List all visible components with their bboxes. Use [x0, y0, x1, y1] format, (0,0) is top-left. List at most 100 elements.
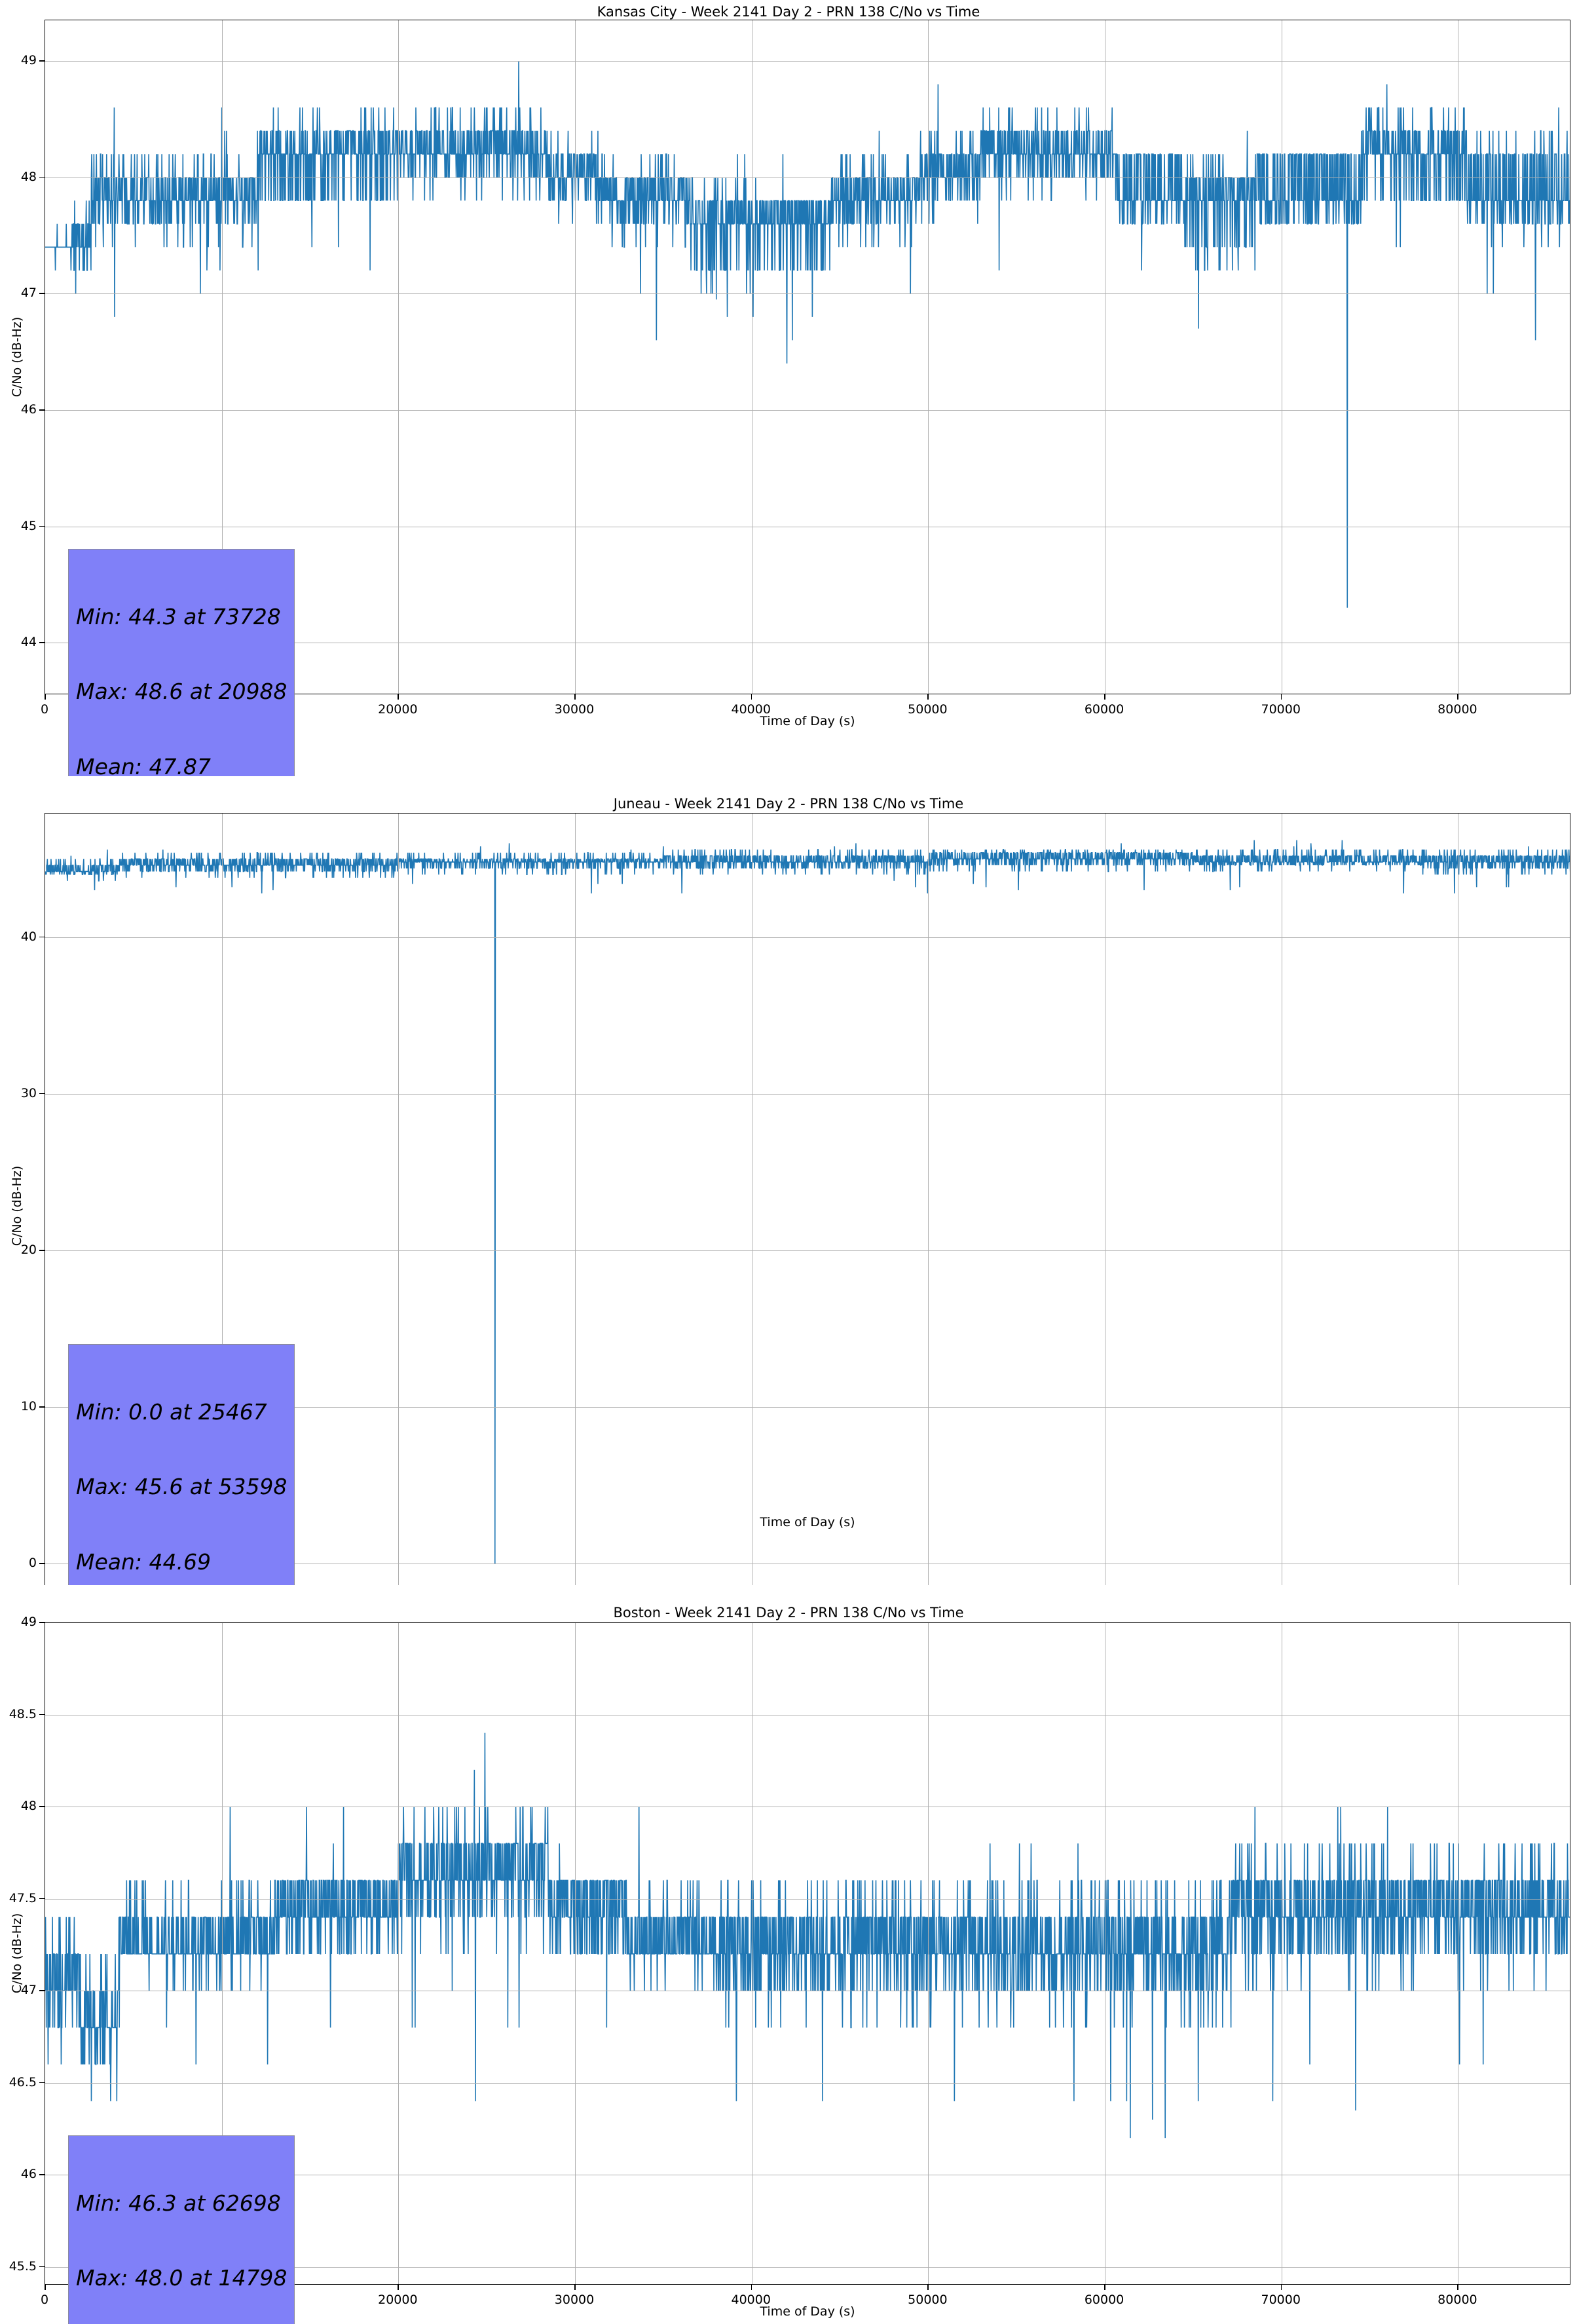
gridline-vertical [575, 20, 576, 694]
x-tick-mark [927, 2285, 929, 2290]
x-tick-label: 0 [40, 702, 49, 717]
y-tick-mark [39, 1714, 45, 1715]
x-tick-mark [1280, 2285, 1282, 2290]
plot-area[interactable] [45, 813, 1570, 1599]
y-tick-label: 45 [20, 518, 37, 533]
gridline-vertical [221, 814, 223, 1598]
gridline-vertical [221, 1622, 223, 2284]
y-tick-mark [39, 176, 45, 178]
y-tick-label: 46 [20, 2167, 37, 2182]
gridline-vertical [398, 814, 399, 1598]
gridline-vertical [221, 20, 223, 694]
x-tick-mark [1457, 694, 1458, 700]
x-tick-label: 40000 [731, 2293, 771, 2307]
data-series-line [45, 1733, 1570, 2139]
x-tick-mark [398, 694, 399, 700]
y-tick-mark [39, 2174, 45, 2175]
x-tick-mark [574, 2285, 576, 2290]
gridline-vertical [575, 1622, 576, 2284]
data-series-line [45, 61, 1570, 608]
y-tick-mark [39, 1806, 45, 1807]
y-tick-label: 0 [28, 1556, 37, 1571]
chart-title: Boston - Week 2141 Day 2 - PRN 138 C/No … [613, 1605, 964, 1621]
y-tick-mark [39, 1563, 45, 1564]
statistics-box: Min: 46.3 at 62698 Max: 48.0 at 14798 Me… [68, 2135, 295, 2324]
y-axis-label: C/No (dB-Hz) [10, 1165, 24, 1246]
x-tick-label: 70000 [1261, 2293, 1301, 2307]
chart-title: Kansas City - Week 2141 Day 2 - PRN 138 … [597, 4, 980, 20]
gridline-vertical [928, 20, 929, 694]
y-tick-label: 46.5 [9, 2074, 37, 2090]
series-canvas [45, 61, 1570, 608]
data-series-line [45, 840, 1570, 1564]
x-tick-label: 50000 [908, 702, 948, 717]
y-tick-mark [39, 1249, 45, 1251]
gridline-horizontal [45, 1898, 1570, 1900]
y-tick-mark [39, 1093, 45, 1095]
y-tick-mark [39, 60, 45, 62]
y-tick-mark [39, 1406, 45, 1408]
plot-area[interactable] [45, 20, 1570, 694]
x-tick-label: 0 [40, 2293, 49, 2307]
x-tick-label: 50000 [908, 2293, 948, 2307]
gridline-horizontal [45, 293, 1570, 295]
y-tick-label: 46 [20, 402, 37, 417]
gridline-horizontal [45, 2266, 1570, 2268]
x-tick-mark [1104, 2285, 1105, 2290]
y-tick-label: 47.5 [9, 1890, 37, 1905]
stats-min: Min: 0.0 at 25467 [76, 1398, 267, 1425]
stats-max: Max: 48.6 at 20988 [76, 679, 288, 705]
series-canvas [45, 1733, 1570, 2139]
x-tick-mark [751, 2285, 752, 2290]
x-tick-mark [1457, 2285, 1458, 2290]
y-tick-mark [39, 1898, 45, 1900]
y-tick-label: 10 [20, 1398, 37, 1414]
y-tick-label: 20 [20, 1242, 37, 1257]
x-tick-mark [574, 694, 576, 700]
y-tick-label: 48.5 [9, 1706, 37, 1721]
stats-max: Max: 45.6 at 53598 [76, 1474, 288, 1500]
chart-panel-boston: Boston - Week 2141 Day 2 - PRN 138 C/No … [0, 1585, 1577, 2324]
x-tick-label: 30000 [554, 702, 595, 717]
x-tick-mark [1280, 694, 1282, 700]
y-tick-mark [39, 1990, 45, 1991]
gridline-horizontal [45, 409, 1570, 411]
y-axis-label: C/No (dB-Hz) [10, 316, 24, 398]
y-tick-mark [39, 2266, 45, 2268]
chart-title: Juneau - Week 2141 Day 2 - PRN 138 C/No … [613, 796, 964, 812]
x-tick-label: 20000 [378, 702, 418, 717]
stats-mean: Mean: 44.69 [76, 1549, 211, 1575]
x-axis-label: Time of Day (s) [760, 1515, 855, 1529]
gridline-horizontal [45, 1093, 1570, 1095]
x-tick-label: 40000 [731, 702, 771, 717]
stats-mean: Mean: 47.87 [76, 754, 211, 780]
y-tick-mark [39, 2082, 45, 2084]
y-tick-label: 48 [20, 1799, 37, 1814]
gridline-vertical [398, 1622, 399, 2284]
y-tick-mark [39, 293, 45, 294]
x-axis-label: Time of Day (s) [760, 714, 855, 728]
y-tick-label: 44 [20, 635, 37, 650]
gridline-horizontal [45, 937, 1570, 938]
y-tick-label: 48 [20, 169, 37, 184]
y-tick-label: 49 [20, 53, 37, 68]
y-tick-mark [39, 409, 45, 411]
stats-min: Min: 44.3 at 73728 [76, 603, 281, 629]
y-tick-mark [39, 525, 45, 527]
y-tick-label: 47 [20, 286, 37, 301]
x-tick-label: 70000 [1261, 702, 1301, 717]
y-tick-label: 47 [20, 1983, 37, 1998]
x-tick-mark [1104, 694, 1105, 700]
x-tick-label: 60000 [1084, 702, 1124, 717]
gridline-horizontal [45, 2082, 1570, 2084]
y-tick-label: 45.5 [9, 2258, 37, 2274]
gridline-horizontal [45, 1250, 1570, 1251]
stats-min: Min: 46.3 at 62698 [76, 2190, 281, 2216]
y-tick-label: 40 [20, 929, 37, 944]
x-tick-mark [45, 694, 46, 700]
gridline-vertical [928, 814, 929, 1598]
plot-area[interactable] [45, 1622, 1570, 2285]
x-tick-mark [751, 694, 752, 700]
stats-max: Max: 48.0 at 14798 [76, 2265, 288, 2291]
y-axis-label: C/No (dB-Hz) [10, 1913, 24, 1994]
